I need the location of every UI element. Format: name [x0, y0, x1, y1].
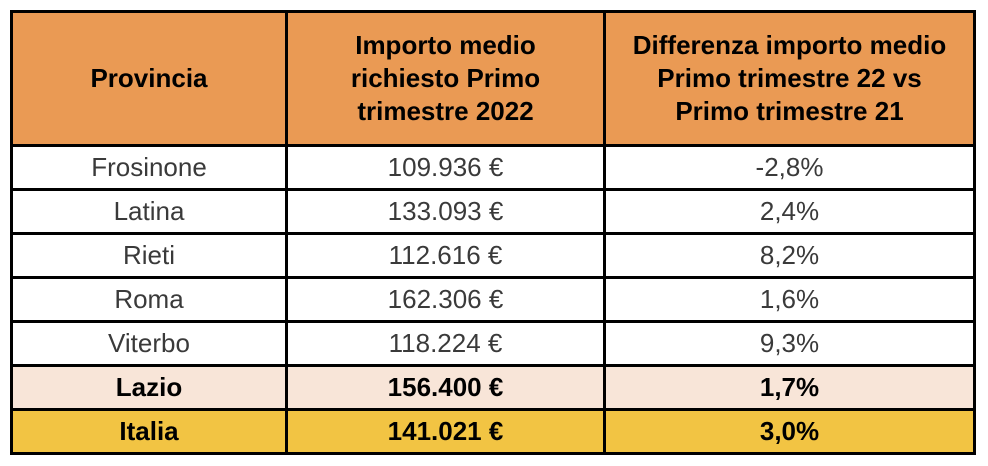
provincia-cell: Roma	[10, 276, 288, 323]
importo-cell: 109.936 €	[285, 144, 606, 191]
table-row: Lazio 156.400 €1,7%	[10, 364, 976, 411]
header-row: Provincia Importo medio richiesto Primo …	[10, 10, 976, 147]
importo-cell: 118.224 €	[285, 320, 606, 367]
provincia-cell: Lazio	[10, 364, 288, 411]
differenza-cell: 2,4%	[603, 188, 976, 235]
table-row: Viterbo 118.224 €9,3%	[10, 320, 976, 367]
importo-cell: 162.306 €	[285, 276, 606, 323]
table-row: Rieti 112.616 €8,2%	[10, 232, 976, 279]
provincia-cell: Latina	[10, 188, 288, 235]
differenza-cell: -2,8%	[603, 144, 976, 191]
table-row: Latina 133.093 €2,4%	[10, 188, 976, 235]
table-row: Italia 141.021 €3,0%	[10, 408, 976, 455]
importo-cell: 112.616 €	[285, 232, 606, 279]
differenza-cell: 1,6%	[603, 276, 976, 323]
provincia-cell: Rieti	[10, 232, 288, 279]
provincia-cell: Italia	[10, 408, 288, 455]
provincia-cell: Viterbo	[10, 320, 288, 367]
header-provincia: Provincia	[10, 10, 288, 147]
table-header: Provincia Importo medio richiesto Primo …	[10, 10, 976, 147]
header-differenza: Differenza importo medio Primo trimestre…	[603, 10, 976, 147]
differenza-cell: 1,7%	[603, 364, 976, 411]
differenza-cell: 3,0%	[603, 408, 976, 455]
province-mortgage-table: Provincia Importo medio richiesto Primo …	[10, 10, 976, 455]
provincia-cell: Frosinone	[10, 144, 288, 191]
table-row: Frosinone 109.936 € -2,8%	[10, 144, 976, 191]
table-body: Frosinone 109.936 € -2,8% Latina 133.093 €2,…	[10, 144, 976, 455]
table-row: Roma 162.306 €1,6%	[10, 276, 976, 323]
province-mortgage-table-container: Provincia Importo medio richiesto Primo …	[10, 10, 976, 455]
differenza-cell: 9,3%	[603, 320, 976, 367]
header-importo-medio: Importo medio richiesto Primo trimestre …	[285, 10, 606, 147]
importo-cell: 141.021 €	[285, 408, 606, 455]
importo-cell: 133.093 €	[285, 188, 606, 235]
differenza-cell: 8,2%	[603, 232, 976, 279]
importo-cell: 156.400 €	[285, 364, 606, 411]
